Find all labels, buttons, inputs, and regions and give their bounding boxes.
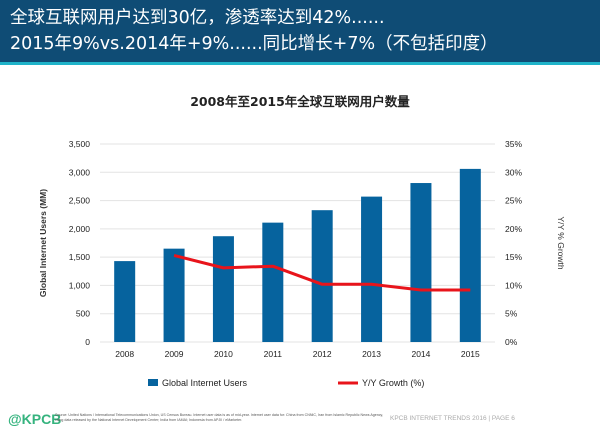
- bar-2010: [212, 236, 234, 342]
- x-tick-label: 2011: [264, 349, 283, 359]
- legend-label-users: Global Internet Users: [162, 378, 248, 388]
- page-footer: KPCB INTERNET TRENDS 2016 | PAGE 6: [390, 415, 515, 422]
- y-tick-label: 2,500: [69, 196, 91, 206]
- bar-2014: [410, 183, 432, 342]
- kpcb-logo: @KPCB: [8, 411, 62, 427]
- y2-tick-label: 15%: [505, 252, 522, 262]
- header-title-line1: 全球互联网用户达到30亿，渗透率达到42%......: [10, 8, 385, 28]
- y-tick-label: 500: [76, 309, 90, 319]
- x-tick-label: 2015: [461, 349, 480, 359]
- y2-tick-label: 5%: [505, 309, 518, 319]
- x-tick-label: 2008: [115, 349, 134, 359]
- x-tick-label: 2013: [362, 349, 381, 359]
- x-tick-label: 2014: [411, 349, 430, 359]
- header-accent-line: [0, 62, 600, 65]
- header-title-line2: 2015年9%vs.2014年+9%......同比增长+7%（不包括印度）: [10, 34, 498, 54]
- legend-swatch-users: [148, 379, 158, 386]
- bar-2013: [361, 196, 383, 342]
- y-axis-label: Global Internet Users (MM): [38, 189, 48, 297]
- bar-2015: [459, 168, 481, 342]
- y-tick-label: 2,000: [69, 224, 91, 234]
- bar-2012: [311, 210, 333, 342]
- x-tick-label: 2012: [313, 349, 332, 359]
- y2-tick-label: 0%: [505, 337, 518, 347]
- y2-tick-label: 20%: [505, 224, 522, 234]
- legend-label-growth: Y/Y Growth (%): [362, 378, 424, 388]
- bar-2009: [163, 248, 185, 342]
- y2-tick-label: 10%: [505, 280, 522, 290]
- slide-header: 全球互联网用户达到30亿，渗透率达到42%...... 2015年9%vs.20…: [0, 0, 600, 62]
- bar-2011: [262, 222, 284, 342]
- x-tick-label: 2009: [165, 349, 184, 359]
- y-tick-label: 3,000: [69, 167, 91, 177]
- source-note: Source: United Nations / International T…: [55, 413, 384, 422]
- bar-2008: [114, 261, 136, 342]
- y2-tick-label: 35%: [505, 139, 522, 149]
- chart-title: 2008年至2015年全球互联网用户数量: [190, 94, 410, 109]
- y2-tick-label: 30%: [505, 167, 522, 177]
- y2-tick-label: 25%: [505, 196, 522, 206]
- legend: Global Internet Users Y/Y Growth (%): [148, 378, 424, 388]
- y-tick-label: 0: [85, 337, 90, 347]
- y-tick-label: 1,500: [69, 252, 91, 262]
- x-tick-label: 2010: [214, 349, 233, 359]
- y-tick-label: 1,000: [69, 280, 91, 290]
- y-tick-label: 3,500: [69, 139, 91, 149]
- y2-axis-label: Y/Y % Growth: [556, 216, 566, 269]
